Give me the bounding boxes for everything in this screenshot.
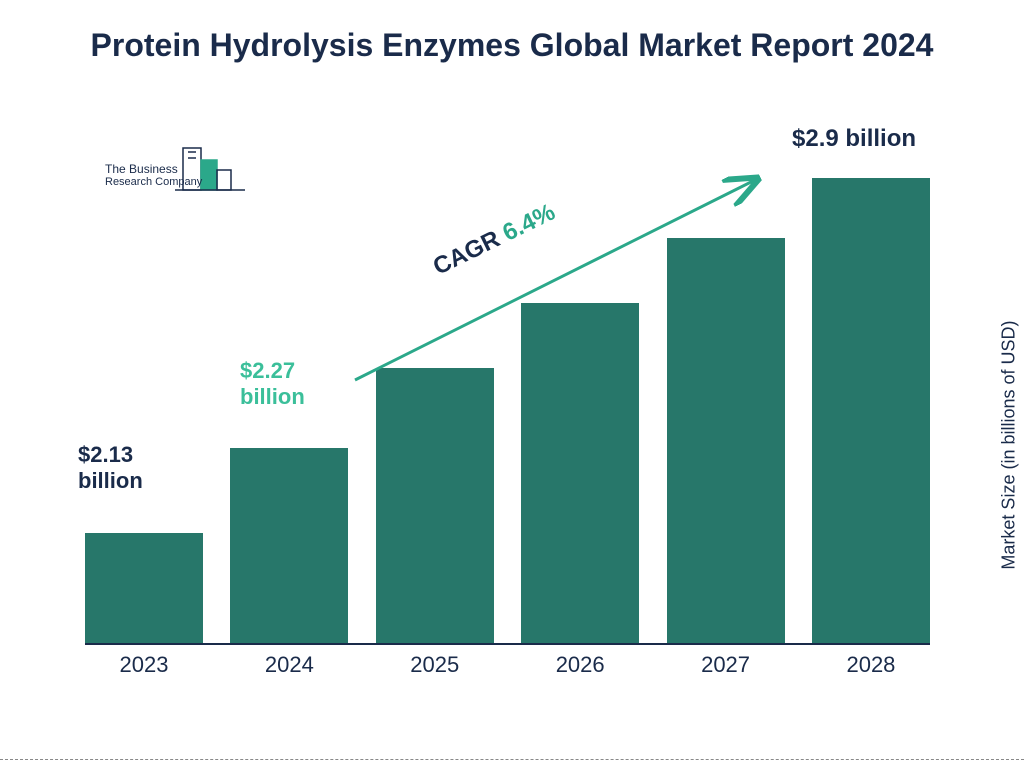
bar-category-label: 2026: [521, 652, 639, 678]
chart-title: Protein Hydrolysis Enzymes Global Market…: [0, 0, 1024, 77]
bar-category-label: 2025: [376, 652, 494, 678]
value-label: $2.13 billion: [78, 442, 143, 495]
bar-wrapper: 2028: [812, 178, 930, 643]
y-axis-label: Market Size (in billions of USD): [999, 321, 1020, 570]
bar: [521, 303, 639, 643]
bar: [376, 368, 494, 643]
bar: [812, 178, 930, 643]
bar-category-label: 2024: [230, 652, 348, 678]
bar-category-label: 2028: [812, 652, 930, 678]
bar: [85, 533, 203, 643]
bar: [667, 238, 785, 643]
bottom-dashed-border: [0, 759, 1024, 760]
value-label: $2.27 billion: [240, 358, 305, 411]
bar-category-label: 2023: [85, 652, 203, 678]
bar: [230, 448, 348, 643]
bar-category-label: 2027: [667, 652, 785, 678]
bar-wrapper: 2027: [667, 238, 785, 643]
bar-wrapper: 2024: [230, 448, 348, 643]
bar-wrapper: 2026: [521, 303, 639, 643]
bar-wrapper: 2023: [85, 533, 203, 643]
value-label: $2.9 billion: [792, 125, 916, 154]
bar-wrapper: 2025: [376, 368, 494, 643]
